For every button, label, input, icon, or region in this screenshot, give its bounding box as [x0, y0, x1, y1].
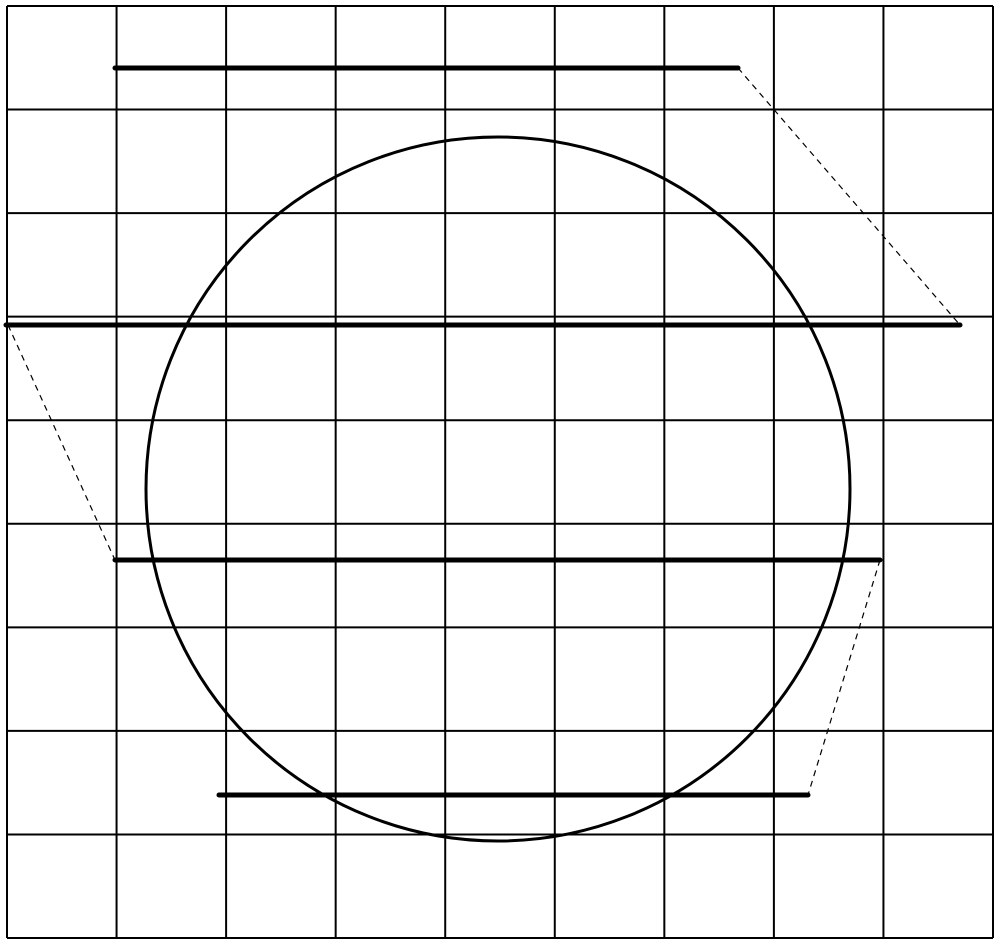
- diagram-canvas: [0, 0, 1000, 944]
